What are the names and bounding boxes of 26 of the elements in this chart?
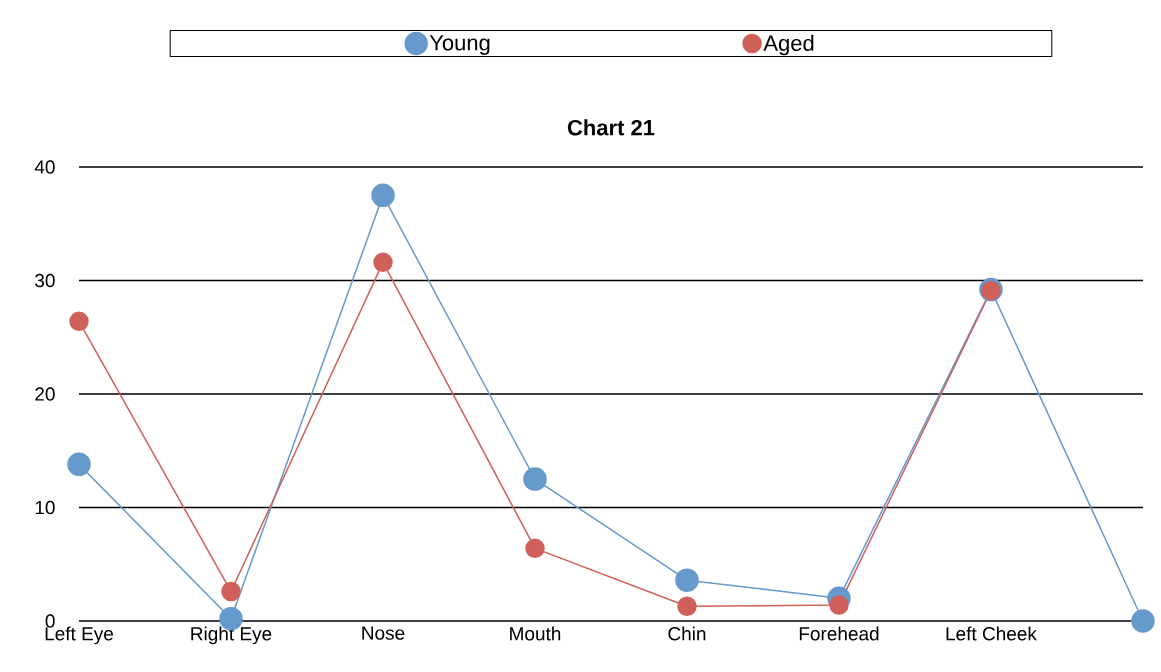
- x-tick-label: Nose: [362, 626, 405, 640]
- point: [69, 311, 89, 332]
- legend-label: Young: [429, 35, 490, 55]
- legend-label: Aged: [763, 34, 814, 56]
- x-tick-label: Left Eye: [45, 626, 113, 645]
- y-tick-label: 20: [35, 387, 55, 401]
- point: [829, 595, 849, 615]
- point: [67, 452, 91, 477]
- point: [675, 568, 699, 592]
- point: [371, 183, 395, 208]
- x-tick-label: Left Cheek: [946, 626, 1037, 641]
- x-tick-label: Chin: [668, 626, 706, 641]
- y-tick-label: 40: [34, 160, 55, 174]
- point: [1131, 609, 1155, 633]
- x-tick-label: Mouth: [510, 626, 561, 641]
- x-tick-label: Right Eye: [191, 626, 272, 645]
- point: [525, 538, 545, 559]
- x-tick-label: Forehead: [799, 626, 879, 641]
- chart-title: Chart 21: [567, 119, 655, 136]
- y-tick-label: 0: [45, 614, 55, 628]
- point: [221, 581, 241, 602]
- point: [523, 467, 547, 491]
- point: [373, 252, 393, 273]
- point: [677, 596, 697, 616]
- y-tick-label: 30: [35, 273, 55, 288]
- y-tick-label: 10: [35, 500, 55, 515]
